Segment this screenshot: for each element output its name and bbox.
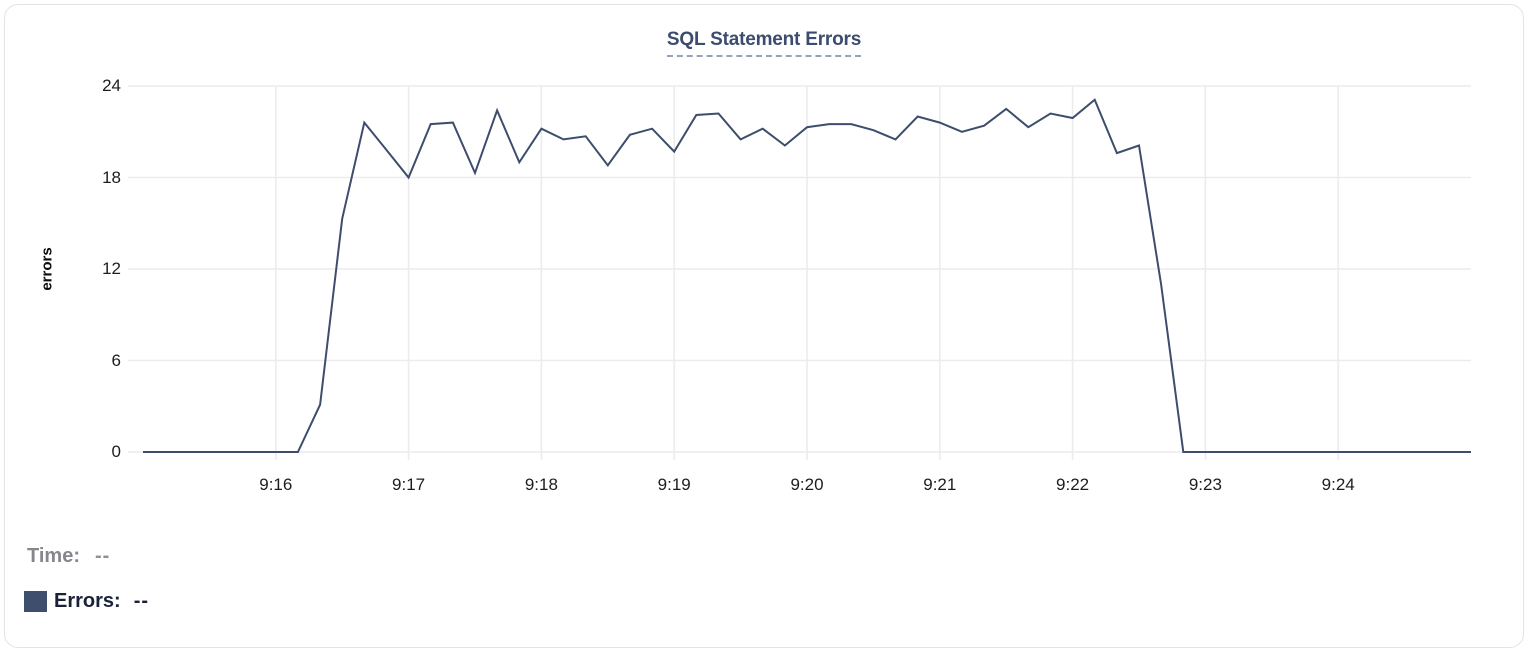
x-tick-label: 9:21 [923, 475, 957, 494]
chart-card: SQL Statement Errors errors 0 6 12 18 24 9:1… [4, 4, 1524, 648]
chart-header: SQL Statement Errors [5, 29, 1523, 57]
line-chart-canvas [128, 85, 1471, 460]
legend-row-time: Time: -- [27, 545, 110, 568]
errors-series-swatch [24, 591, 47, 612]
chart-title[interactable]: SQL Statement Errors [666, 29, 861, 57]
x-tick-label: 9:22 [1056, 475, 1090, 494]
x-tick-label: 9:17 [392, 475, 426, 494]
legend-time-label: Time: [27, 545, 80, 567]
y-tick-label: 18 [102, 167, 121, 187]
x-tick-label: 9:19 [657, 475, 691, 494]
chart-plot-area[interactable] [143, 86, 1471, 452]
legend-time-value: -- [94, 545, 111, 567]
x-tick-label: 9:16 [259, 475, 293, 494]
y-tick-label: 24 [102, 76, 121, 95]
y-tick-label: 0 [111, 442, 121, 461]
legend-errors-label: Errors: [54, 590, 121, 612]
x-tick-label: 9:24 [1321, 475, 1355, 494]
x-tick-label: 9:18 [524, 475, 558, 494]
y-tick-label: 6 [111, 350, 121, 370]
legend-errors-value: -- [133, 590, 150, 612]
x-tick-label: 9:23 [1188, 475, 1222, 494]
y-tick-label: 12 [102, 259, 121, 278]
x-tick-label: 9:20 [790, 475, 824, 494]
legend-row-errors: Errors: -- [24, 590, 149, 613]
errors-series-line [143, 98, 1471, 453]
